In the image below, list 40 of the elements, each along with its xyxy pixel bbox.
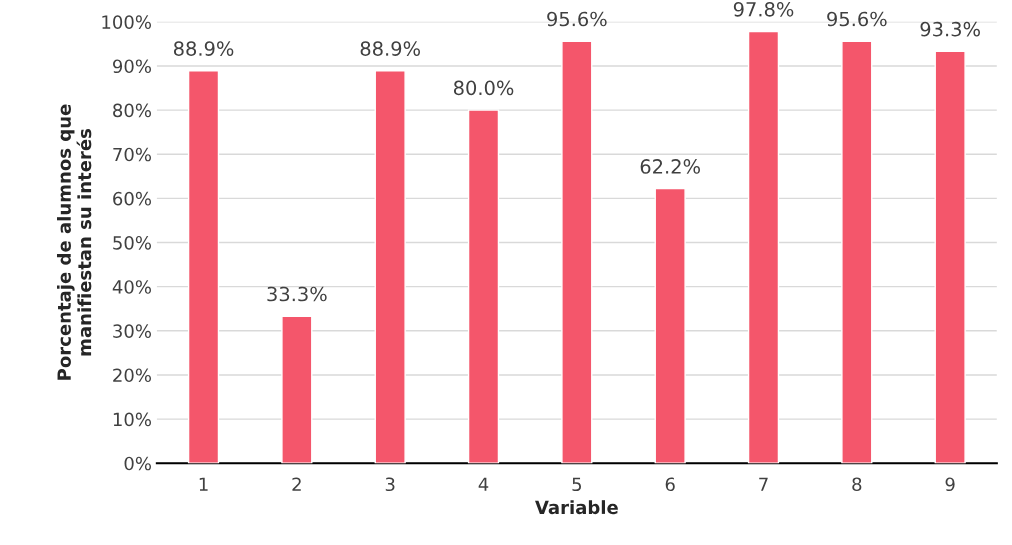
y-tick-label: 40% <box>112 280 151 294</box>
y-tick-label: 20% <box>113 368 151 383</box>
bar <box>841 40 873 464</box>
y-tick-label: 60% <box>113 191 151 206</box>
y-tick-label: 10% <box>113 412 151 427</box>
bar <box>187 70 220 464</box>
x-tick-label: 4 <box>478 477 489 491</box>
data-label: 95.6% <box>827 11 887 27</box>
y-tick-label: 90% <box>113 59 151 74</box>
data-label: 88.9% <box>360 41 420 56</box>
y-tick-label: 0% <box>124 456 151 471</box>
bar <box>747 30 780 464</box>
y-axis-title: Porcentaje de alumnos que manifiestan su interés <box>56 104 92 380</box>
x-tick-label: 1 <box>199 477 208 491</box>
x-tick-label: 9 <box>945 477 955 492</box>
data-label: 97.8% <box>733 1 794 17</box>
data-label: 80.0% <box>453 80 514 96</box>
bar <box>561 40 593 464</box>
bar <box>654 187 686 464</box>
data-label: 62.2% <box>640 159 700 174</box>
x-tick-label: 8 <box>852 477 862 492</box>
data-label: 95.6% <box>547 11 607 27</box>
y-tick-label: 30% <box>113 324 151 338</box>
bar <box>281 315 313 464</box>
data-label: 93.3% <box>920 21 980 37</box>
x-tick-label: 6 <box>665 477 675 492</box>
bar <box>467 109 500 464</box>
bar <box>374 70 406 464</box>
x-tick-label: 5 <box>572 477 582 492</box>
y-tick-label: 100% <box>102 15 151 29</box>
y-tick-label: 80% <box>113 103 151 118</box>
bar <box>934 50 966 464</box>
y-tick-label: 70% <box>113 147 151 162</box>
x-tick-label: 3 <box>385 477 395 492</box>
data-label: 33.3% <box>267 286 327 302</box>
x-tick-label: 7 <box>759 477 768 491</box>
x-tick-label: 2 <box>292 477 301 491</box>
data-label: 88.9% <box>173 41 234 56</box>
x-axis-title: Variable <box>535 500 618 515</box>
y-tick-label: 50% <box>113 235 151 250</box>
